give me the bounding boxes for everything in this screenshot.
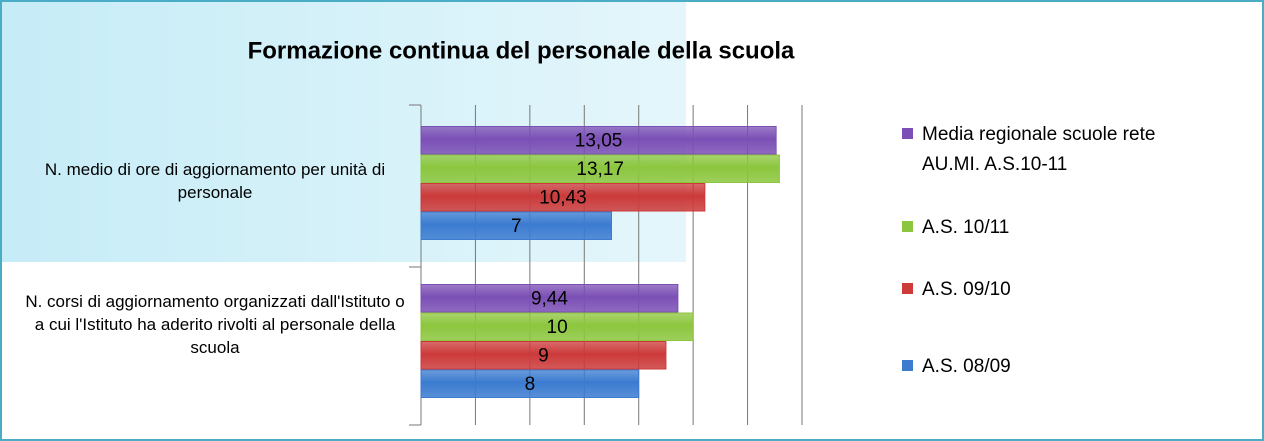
value-label: 8 [525,374,536,395]
bar [420,369,640,398]
bar [420,154,780,183]
value-label: 10 [547,317,568,338]
bar [420,312,694,341]
legend-label: A.S. 08/09 [922,356,1011,377]
legend-label: Media regionale scuole rete AU.MI. A.S.1… [922,124,1156,175]
value-label: 13,17 [576,159,624,180]
bar [420,126,777,155]
bar [420,211,612,240]
value-label: 10,43 [539,187,587,208]
category-label: N. corsi di aggiornamento organizzati da… [25,292,405,357]
bar [420,284,679,313]
legend-label: A.S. 09/10 [922,279,1011,300]
value-label: 13,05 [575,130,623,151]
chart-title: Formazione continua del personale della … [248,37,795,64]
legend-entry: Media regionale scuole rete AU.MI. A.S.1… [902,120,1242,180]
legend-label: A.S. 10/11 [922,217,1010,238]
legend-entry: A.S. 10/11 [902,213,1242,243]
legend-swatch [902,283,913,294]
value-label: 9,44 [531,288,568,309]
category-label: N. medio di ore di aggiornamento per uni… [44,160,386,202]
legend-swatch [902,128,913,139]
legend-entry: A.S. 09/10 [902,275,1242,305]
value-label: 9 [538,345,549,366]
legend-swatch [902,221,913,232]
bar [420,183,706,212]
bar [420,341,667,370]
value-label: 7 [511,216,522,237]
legend-entry: A.S. 08/09 [902,352,1242,382]
legend-swatch [902,360,913,371]
